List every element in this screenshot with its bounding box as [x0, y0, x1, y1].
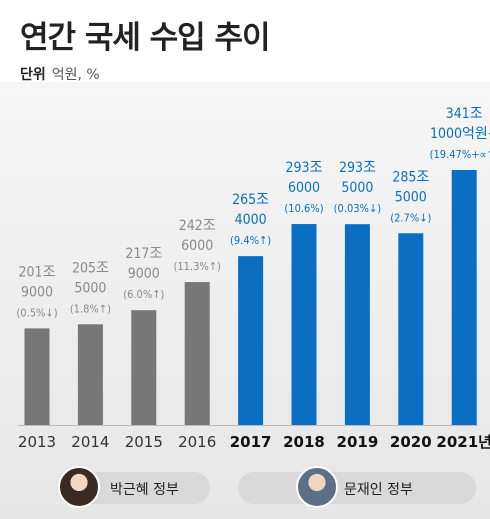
data-label: 201조: [19, 264, 56, 280]
data-label: 293조: [286, 160, 323, 176]
x-tick-label: 2021년: [436, 433, 490, 451]
x-tick-label: 2017: [230, 433, 272, 451]
moon-portrait-avatar: [296, 466, 338, 508]
moon-government-badge: 문재인 정부: [238, 466, 476, 508]
data-label: (2.7%↓): [390, 211, 431, 224]
x-tick-label: 2015: [125, 433, 163, 451]
data-label: 205조: [72, 260, 109, 276]
data-label: (9.4%↑): [230, 234, 271, 247]
data-label: (1.8%↑): [70, 302, 111, 315]
data-label: 5000: [74, 280, 106, 296]
data-label: 217조: [125, 246, 162, 262]
x-tick-label: 2014: [71, 433, 109, 451]
data-label: 242조: [179, 218, 216, 234]
data-label: 9000: [128, 266, 160, 282]
bar-2020: [398, 233, 424, 425]
bar-2017: [238, 256, 264, 425]
data-label: 6000: [288, 180, 320, 196]
data-label: (0.03%↓): [334, 202, 382, 215]
moon-government-label: 문재인 정부: [344, 482, 413, 498]
data-label: 293조: [339, 160, 376, 176]
x-tick-label: 2016: [178, 433, 216, 451]
data-label: (10.6%): [284, 202, 323, 215]
data-label: 265조: [232, 192, 269, 208]
data-label: 5000: [395, 189, 427, 205]
x-tick-label: 2019: [337, 433, 379, 451]
chart-title: 연간 국세 수입 추이: [20, 20, 271, 56]
data-label: (6.0%↑): [123, 288, 164, 301]
bar-2016: [184, 282, 210, 425]
bar-2021년: [451, 170, 477, 425]
park-government-label: 박근혜 정부: [110, 482, 179, 498]
x-tick-label: 2013: [18, 433, 56, 451]
data-label: 9000: [21, 284, 53, 300]
data-label: (19.47%+∝↑): [430, 148, 490, 161]
unit-label: 단위: [20, 67, 46, 83]
x-tick-label: 2020: [390, 433, 432, 451]
data-label: 4000: [235, 212, 267, 228]
unit-note: 단위 억원, %: [20, 64, 100, 84]
bar-2018: [291, 224, 317, 425]
data-label: 6000: [181, 238, 213, 254]
data-label: 1000억원+: [430, 126, 490, 142]
bar-2014: [77, 324, 103, 425]
park-portrait-avatar: [58, 466, 100, 508]
data-label: 341조: [446, 106, 483, 122]
x-tick-label: 2018: [283, 433, 325, 451]
data-label: 285조: [392, 169, 429, 185]
bar-2013: [24, 328, 50, 425]
bar-chart: 2013 201조 9000 (0.5%↓) 2014 205조 5000 (1.8%↑) 20…: [16, 106, 490, 451]
data-label: 5000: [341, 180, 373, 196]
unit-value: 억원, %: [51, 67, 100, 83]
bar-2019: [344, 224, 370, 425]
data-label: (0.5%↓): [16, 306, 57, 319]
data-label: (11.3%↑): [173, 260, 221, 273]
park-government-badge: 박근혜 정부: [58, 466, 210, 508]
bar-2015: [131, 310, 157, 425]
